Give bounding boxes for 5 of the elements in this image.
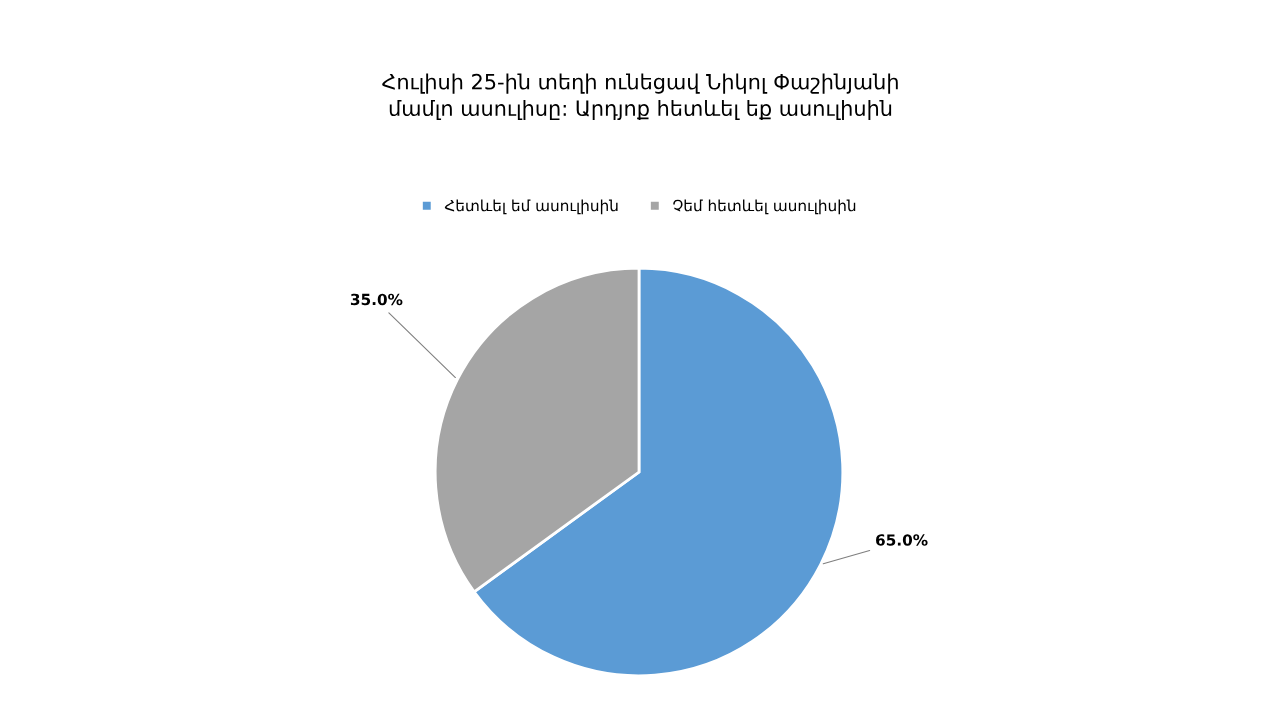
data-label: 35.0% <box>350 293 403 306</box>
legend-label: Չեմ հետևել ասուլիսին <box>673 199 856 215</box>
chart-title: Հուլիսի 25-ին տեղի ունեցավ Նիկոլ Փաշինյանի մամլո ասուլիսը: Արդյոք հետևել եք ասուլիսին <box>382 73 898 121</box>
data-label: 65.0% <box>876 534 928 546</box>
legend-label: Հետևել եմ ասուլիսին <box>444 199 618 215</box>
